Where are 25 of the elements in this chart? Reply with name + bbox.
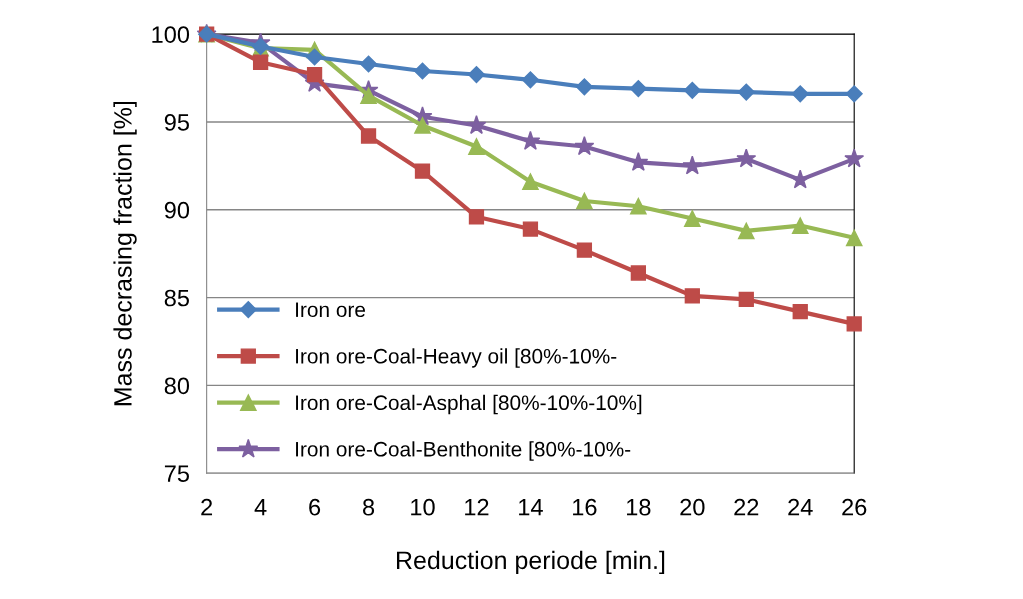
legend-label: Iron ore-Coal-Benthonite [80%-10%- — [296, 441, 631, 461]
x-tick-label: 22 — [734, 498, 759, 516]
legend-label: Iron ore-Coal-Heavy oil [80%-10%- — [296, 348, 617, 368]
x-tick-label: 24 — [788, 498, 813, 516]
y-tick-label: 75 — [164, 465, 189, 482]
y-axis-title: Mass decrasing fraction [%] — [113, 101, 137, 406]
y-tick-label: 85 — [164, 289, 189, 307]
y-tick-label: 90 — [164, 201, 190, 219]
x-tick-label: 6 — [309, 498, 321, 516]
x-tick-label: 20 — [680, 498, 705, 516]
x-tick-label: 26 — [842, 498, 867, 516]
x-tick-label: 4 — [254, 499, 267, 516]
legend-label: Iron ore-Coal-Asphal [80%-10%-10%] — [296, 394, 642, 415]
x-tick-label: 14 — [519, 499, 543, 516]
x-tick-label: 18 — [627, 498, 651, 516]
x-tick-label: 2 — [201, 498, 213, 516]
x-tick-label: 10 — [411, 498, 435, 516]
y-tick-label: 100 — [152, 26, 190, 43]
x-tick-label: 16 — [573, 498, 597, 516]
y-tick-label: 95 — [164, 114, 189, 131]
x-axis-title: Reduction periode [min.] — [396, 550, 665, 575]
legend-label: Iron ore — [296, 302, 366, 318]
y-tick-label: 80 — [164, 377, 190, 395]
x-tick-label: 12 — [465, 498, 489, 516]
x-tick-label: 8 — [363, 498, 375, 516]
